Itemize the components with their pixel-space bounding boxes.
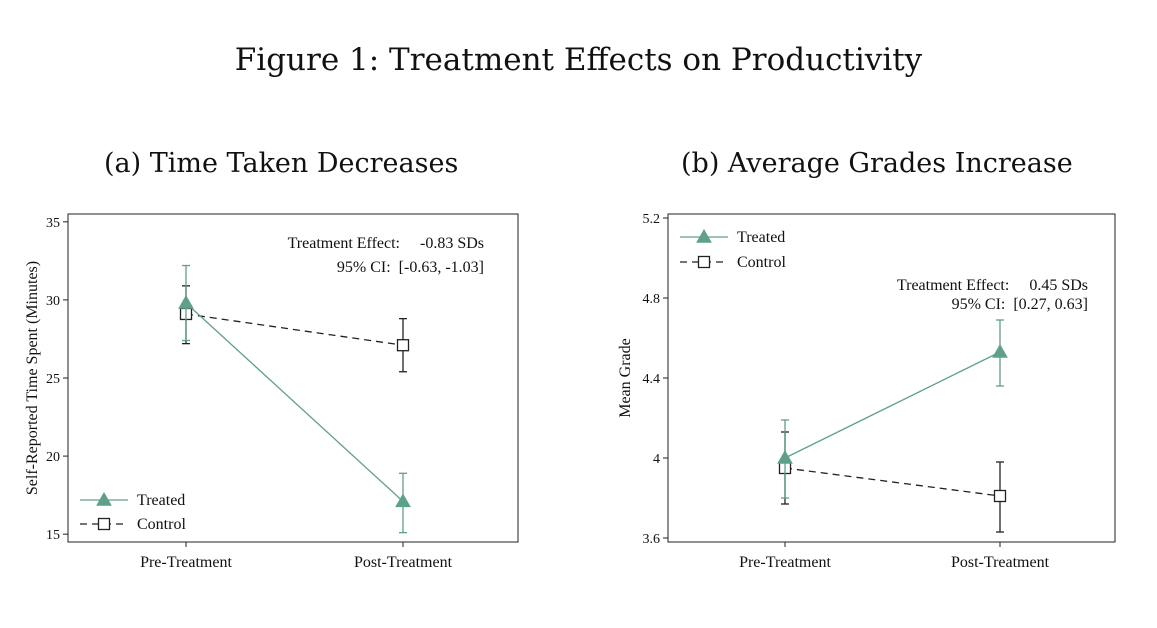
panel-b-legend-treated-label: Treated: [737, 229, 785, 246]
panel-a-title: (a) Time Taken Decreases: [104, 148, 459, 179]
panel-a-legend-treated-label: Treated: [137, 492, 185, 509]
panel-b-treated-point: [992, 343, 1008, 358]
panel-a-legend-treated-marker: [96, 491, 112, 506]
panel-b-control-point: [993, 489, 1007, 503]
panel-b-treated-point: [777, 449, 793, 464]
panel-b-annotation: 95% CI: [0.27, 0.63]: [952, 296, 1088, 313]
panel-a-legend-control-label: Control: [137, 516, 186, 533]
panel-b-ytick-label: 4.8: [643, 292, 661, 307]
panel-a-control-series-line: [185, 313, 404, 346]
panel-b-treated-series-line: [784, 351, 1001, 459]
panel-b-legend-control-label: Control: [737, 254, 786, 271]
panel-a-category-label: Post-Treatment: [354, 554, 453, 571]
panel-b-plot-frame: [667, 213, 1116, 543]
panel-b-title: (b) Average Grades Increase: [681, 148, 1073, 179]
panel-b-ytick-label: 5.2: [643, 212, 661, 227]
panel-a-ytick-label: 15: [46, 528, 60, 543]
panel-a-treated-point: [178, 295, 194, 309]
panel-b-ytick-label: 3.6: [643, 532, 661, 547]
panel-b-annotation: Treatment Effect: 0.45 SDs: [897, 277, 1088, 294]
panel-b-category-label: Post-Treatment: [951, 554, 1050, 571]
panel-a-treated-point: [395, 493, 411, 508]
panel-b-ytick-label: 4: [653, 452, 660, 467]
panel-a-annotation: 95% CI: [-0.63, -1.03]: [337, 259, 484, 276]
panel-a-category-label: Pre-Treatment: [140, 554, 232, 571]
panel-a-control-point: [396, 339, 410, 352]
panel-b-control-series-line: [784, 467, 1001, 497]
panel-a-ytick-label: 20: [46, 450, 60, 465]
figure-title: Figure 1: Treatment Effects on Productiv…: [234, 42, 923, 78]
panel-b-legend-control-marker: [697, 255, 711, 269]
panel-a-y-axis-label: Self-Reported Time Spent (Minutes): [24, 261, 41, 495]
panel-b-y-axis-label: Mean Grade: [617, 338, 634, 418]
panel-b-ytick-label: 4.4: [643, 372, 661, 387]
panel-b-legend-treated-marker: [696, 228, 712, 243]
panel-a-annotation: Treatment Effect: -0.83 SDs: [288, 235, 484, 252]
panel-a-ytick-label: 35: [46, 216, 60, 231]
panel-b-category-label: Pre-Treatment: [739, 554, 831, 571]
panel-a-ytick-label: 30: [46, 294, 60, 309]
panel-a-legend-control-marker: [97, 517, 111, 531]
panel-b-chart: 3.6 4 4.4 4.8 5.2 Pre-Treatment Post-Treatment…: [617, 212, 1116, 571]
panel-a-chart: 15 20 25 30 35 Pre-Treatment Post-Treatment Sel…: [24, 213, 519, 571]
panel-a-treated-series-line: [185, 302, 404, 502]
panel-a-ytick-label: 25: [46, 372, 60, 387]
